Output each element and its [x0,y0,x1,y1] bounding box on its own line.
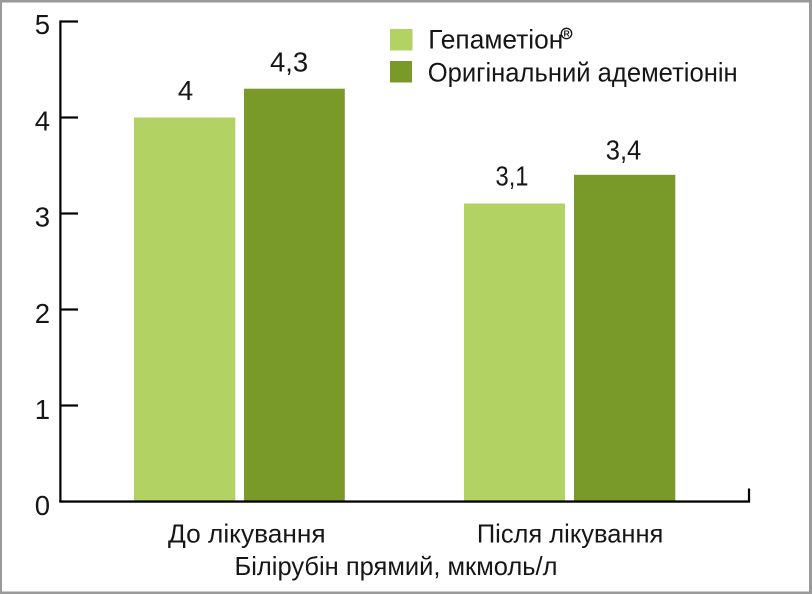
svg-text:4: 4 [35,106,50,137]
svg-text:0: 0 [35,490,50,521]
svg-text:Гепаметіон: Гепаметіон [428,24,563,54]
svg-text:2: 2 [35,298,50,329]
svg-text:4,3: 4,3 [270,47,308,78]
svg-text:До лікування: До лікування [168,520,326,548]
svg-text:Білірубін прямий, мкмоль/л: Білірубін прямий, мкмоль/л [235,553,558,581]
svg-text:R: R [563,29,570,39]
svg-text:5: 5 [35,9,50,40]
svg-text:1: 1 [35,394,50,425]
svg-text:3: 3 [35,202,50,233]
svg-text:4: 4 [178,75,193,106]
svg-text:3,4: 3,4 [606,134,642,165]
svg-text:Оригінальний адеметіонін: Оригінальний адеметіонін [428,57,738,87]
svg-text:Після лікування: Після лікування [477,520,664,548]
svg-text:3,1: 3,1 [496,160,529,191]
